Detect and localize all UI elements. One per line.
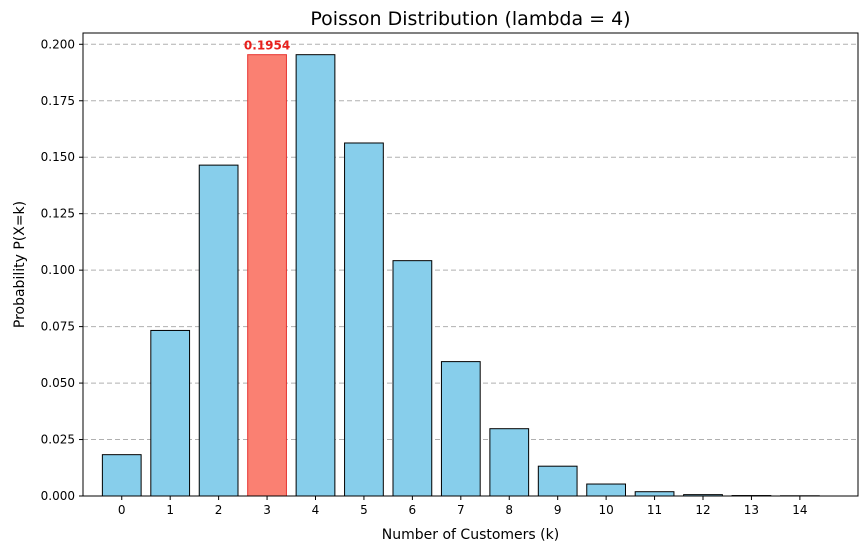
x-axis-ticks: 0 1 2 3 4 5 6 7 8 9 10 11 12 13 14 <box>118 496 808 517</box>
y-tick-label: 0.075 <box>41 320 75 334</box>
y-tick-label: 0.175 <box>41 94 75 108</box>
y-axis-ticks: 0.000 0.025 0.050 0.075 0.100 0.125 0.150 0.175… <box>41 37 83 503</box>
x-tick-label: 10 <box>598 503 613 517</box>
y-tick-label: 0.200 <box>41 37 75 51</box>
x-tick-label: 13 <box>744 503 759 517</box>
y-tick-label: 0.100 <box>41 263 75 277</box>
x-axis-label: Number of Customers (k) <box>382 527 559 543</box>
x-tick-label: 0 <box>118 503 126 517</box>
x-tick-label: 9 <box>554 503 562 517</box>
bar-k-1 <box>150 329 191 497</box>
bar-k-8 <box>489 428 530 497</box>
bar-k-4 <box>295 54 336 497</box>
y-axis-label: Probability P(X=k) <box>12 201 28 328</box>
bar-k-0 <box>101 454 142 497</box>
y-tick-label: 0.025 <box>41 433 75 447</box>
bar-k-2 <box>198 164 239 497</box>
y-tick-label: 0.000 <box>41 489 75 503</box>
bar-k-6 <box>392 260 433 497</box>
x-tick-label: 4 <box>312 503 320 517</box>
plot-frame <box>82 32 859 497</box>
bars: 0.1954 <box>101 39 820 497</box>
highlight-data-label: 0.1954 <box>244 39 290 53</box>
y-tick-label: 0.150 <box>41 150 75 164</box>
x-tick-label: 14 <box>792 503 807 517</box>
bar-k-11 <box>634 491 675 497</box>
x-tick-label: 7 <box>457 503 465 517</box>
bar-k-10 <box>586 483 626 497</box>
chart-title: Poisson Distribution (lambda = 4) <box>310 8 630 30</box>
bar-k-3 <box>247 54 287 497</box>
y-tick-label: 0.125 <box>41 207 75 221</box>
y-tick-label: 0.050 <box>41 376 75 390</box>
x-tick-label: 3 <box>263 503 271 517</box>
bar-k-9 <box>537 465 578 497</box>
x-tick-label: 2 <box>215 503 223 517</box>
x-tick-label: 12 <box>695 503 710 517</box>
x-tick-label: 5 <box>360 503 368 517</box>
x-tick-label: 1 <box>166 503 174 517</box>
bar-k-7 <box>440 361 481 497</box>
x-tick-label: 6 <box>409 503 417 517</box>
x-tick-label: 11 <box>647 503 662 517</box>
bar-k-5 <box>344 142 384 497</box>
x-tick-label: 8 <box>505 503 513 517</box>
